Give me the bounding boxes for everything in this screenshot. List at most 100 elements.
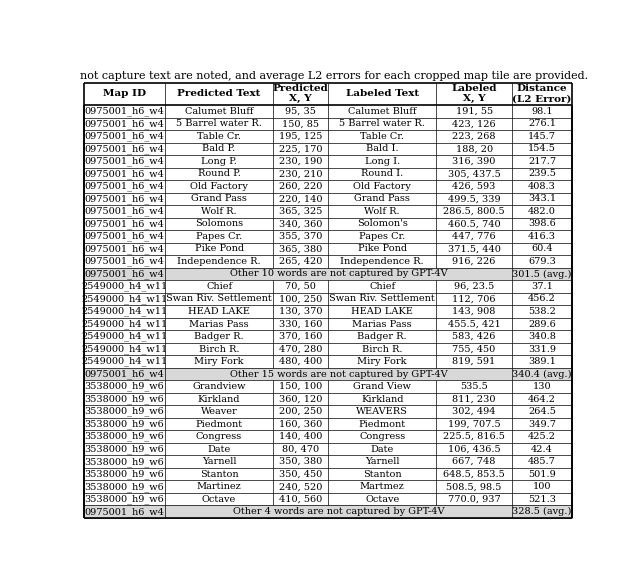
Text: 916, 226: 916, 226	[452, 257, 496, 266]
Text: 0975001_h6_w4: 0975001_h6_w4	[84, 119, 164, 129]
Text: 648.5, 853.5: 648.5, 853.5	[444, 470, 505, 479]
Text: 3538000_h9_w6: 3538000_h9_w6	[84, 432, 164, 441]
Text: Kirkland: Kirkland	[198, 395, 241, 403]
Bar	[84, 443, 572, 455]
Text: 112, 706: 112, 706	[452, 294, 496, 304]
Bar	[84, 130, 572, 143]
Text: 349.7: 349.7	[528, 420, 556, 429]
Bar	[84, 293, 572, 305]
Text: 365, 380: 365, 380	[279, 244, 323, 254]
Text: Miry Fork: Miry Fork	[195, 357, 244, 366]
Text: Martinez: Martinez	[196, 482, 241, 491]
Text: 3538000_h9_w6: 3538000_h9_w6	[84, 382, 164, 391]
Text: 370, 160: 370, 160	[279, 332, 323, 341]
Text: Martmez: Martmez	[360, 482, 404, 491]
Bar	[84, 355, 572, 368]
Text: Round I.: Round I.	[361, 170, 403, 178]
Text: 355, 370: 355, 370	[279, 232, 323, 241]
Text: HEAD LAKE: HEAD LAKE	[351, 307, 413, 316]
Text: 2549000_h4_w11: 2549000_h4_w11	[81, 357, 168, 366]
Bar	[84, 243, 572, 255]
Text: 350, 380: 350, 380	[279, 457, 323, 466]
Bar	[84, 305, 572, 318]
Text: 37.1: 37.1	[531, 282, 553, 291]
Text: Chief: Chief	[206, 282, 232, 291]
Text: Round P.: Round P.	[198, 170, 241, 178]
Bar	[84, 343, 572, 355]
Text: 150, 85: 150, 85	[282, 120, 319, 128]
Text: Congress: Congress	[196, 432, 243, 441]
Text: 340.4 (avg.): 340.4 (avg.)	[512, 370, 572, 378]
Bar	[84, 105, 572, 118]
Text: 0975001_h6_w4: 0975001_h6_w4	[84, 219, 164, 229]
Text: 426, 593: 426, 593	[452, 182, 496, 191]
Text: Distance
(L2 Error): Distance (L2 Error)	[512, 84, 572, 104]
Text: Labeled Text: Labeled Text	[346, 89, 419, 99]
Text: Labeled
X, Y: Labeled X, Y	[451, 84, 497, 104]
Text: 160, 360: 160, 360	[279, 420, 323, 429]
Text: 230, 210: 230, 210	[279, 170, 323, 178]
Text: 223, 268: 223, 268	[452, 132, 496, 141]
Text: 389.1: 389.1	[528, 357, 556, 366]
Text: 199, 707.5: 199, 707.5	[448, 420, 500, 429]
Text: Other 10 words are not captured by GPT-4V: Other 10 words are not captured by GPT-4…	[230, 269, 447, 279]
Text: 485.7: 485.7	[528, 457, 556, 466]
Text: 100: 100	[532, 482, 551, 491]
Text: Grand View: Grand View	[353, 382, 411, 391]
Text: 0975001_h6_w4: 0975001_h6_w4	[84, 194, 164, 203]
Text: 230, 190: 230, 190	[279, 157, 323, 166]
Text: 755, 450: 755, 450	[452, 345, 496, 353]
Bar	[84, 505, 572, 518]
Text: 42.4: 42.4	[531, 445, 553, 454]
Text: 521.3: 521.3	[528, 495, 556, 504]
Text: 408.3: 408.3	[528, 182, 556, 191]
Bar	[84, 418, 572, 430]
Text: 145.7: 145.7	[528, 132, 556, 141]
Text: 770.0, 937: 770.0, 937	[448, 495, 500, 504]
Text: 98.1: 98.1	[531, 107, 553, 116]
Text: Kirkland: Kirkland	[361, 395, 403, 403]
Bar	[84, 493, 572, 505]
Text: 0975001_h6_w4: 0975001_h6_w4	[84, 107, 164, 116]
Text: 264.5: 264.5	[528, 407, 556, 416]
Text: Old Factory: Old Factory	[353, 182, 411, 191]
Text: 340, 360: 340, 360	[279, 219, 323, 229]
Text: Wolf R.: Wolf R.	[202, 207, 237, 216]
Bar	[84, 268, 572, 280]
Text: 360, 120: 360, 120	[279, 395, 323, 403]
Text: 2549000_h4_w11: 2549000_h4_w11	[81, 307, 168, 317]
Text: Grand Pass: Grand Pass	[191, 194, 247, 203]
Text: 508.5, 98.5: 508.5, 98.5	[447, 482, 502, 491]
Text: 240, 520: 240, 520	[279, 482, 323, 491]
Text: Solomons: Solomons	[195, 219, 243, 229]
Text: 100, 250: 100, 250	[279, 294, 323, 304]
Text: 200, 250: 200, 250	[279, 407, 323, 416]
Text: 0975001_h6_w4: 0975001_h6_w4	[84, 257, 164, 266]
Text: 667, 748: 667, 748	[452, 457, 496, 466]
Text: Independence R.: Independence R.	[340, 257, 424, 266]
Text: 0975001_h6_w4: 0975001_h6_w4	[84, 231, 164, 241]
Text: Table Cr.: Table Cr.	[360, 132, 404, 141]
Text: HEAD LAKE: HEAD LAKE	[188, 307, 250, 316]
Text: Grand Pass: Grand Pass	[354, 194, 410, 203]
Text: 217.7: 217.7	[528, 157, 556, 166]
Text: Marias Pass: Marias Pass	[189, 319, 249, 329]
Text: 340.8: 340.8	[528, 332, 556, 341]
Text: 225.5, 816.5: 225.5, 816.5	[443, 432, 505, 441]
Text: 0975001_h6_w4: 0975001_h6_w4	[84, 144, 164, 154]
Text: Badger R.: Badger R.	[195, 332, 244, 341]
Bar	[84, 255, 572, 268]
Text: 80, 470: 80, 470	[282, 445, 319, 454]
Text: 195, 125: 195, 125	[279, 132, 323, 141]
Text: Long P.: Long P.	[201, 157, 237, 166]
Text: 3538000_h9_w6: 3538000_h9_w6	[84, 407, 164, 416]
Text: Piedmont: Piedmont	[358, 420, 406, 429]
Bar	[84, 205, 572, 217]
Text: 2549000_h4_w11: 2549000_h4_w11	[81, 319, 168, 329]
Text: 365, 325: 365, 325	[279, 207, 323, 216]
Text: 3538000_h9_w6: 3538000_h9_w6	[84, 444, 164, 454]
Text: 3538000_h9_w6: 3538000_h9_w6	[84, 457, 164, 466]
Text: 371.5, 440: 371.5, 440	[447, 244, 500, 254]
Text: Predicted
X, Y: Predicted X, Y	[273, 84, 328, 104]
Text: 470, 280: 470, 280	[279, 345, 323, 353]
